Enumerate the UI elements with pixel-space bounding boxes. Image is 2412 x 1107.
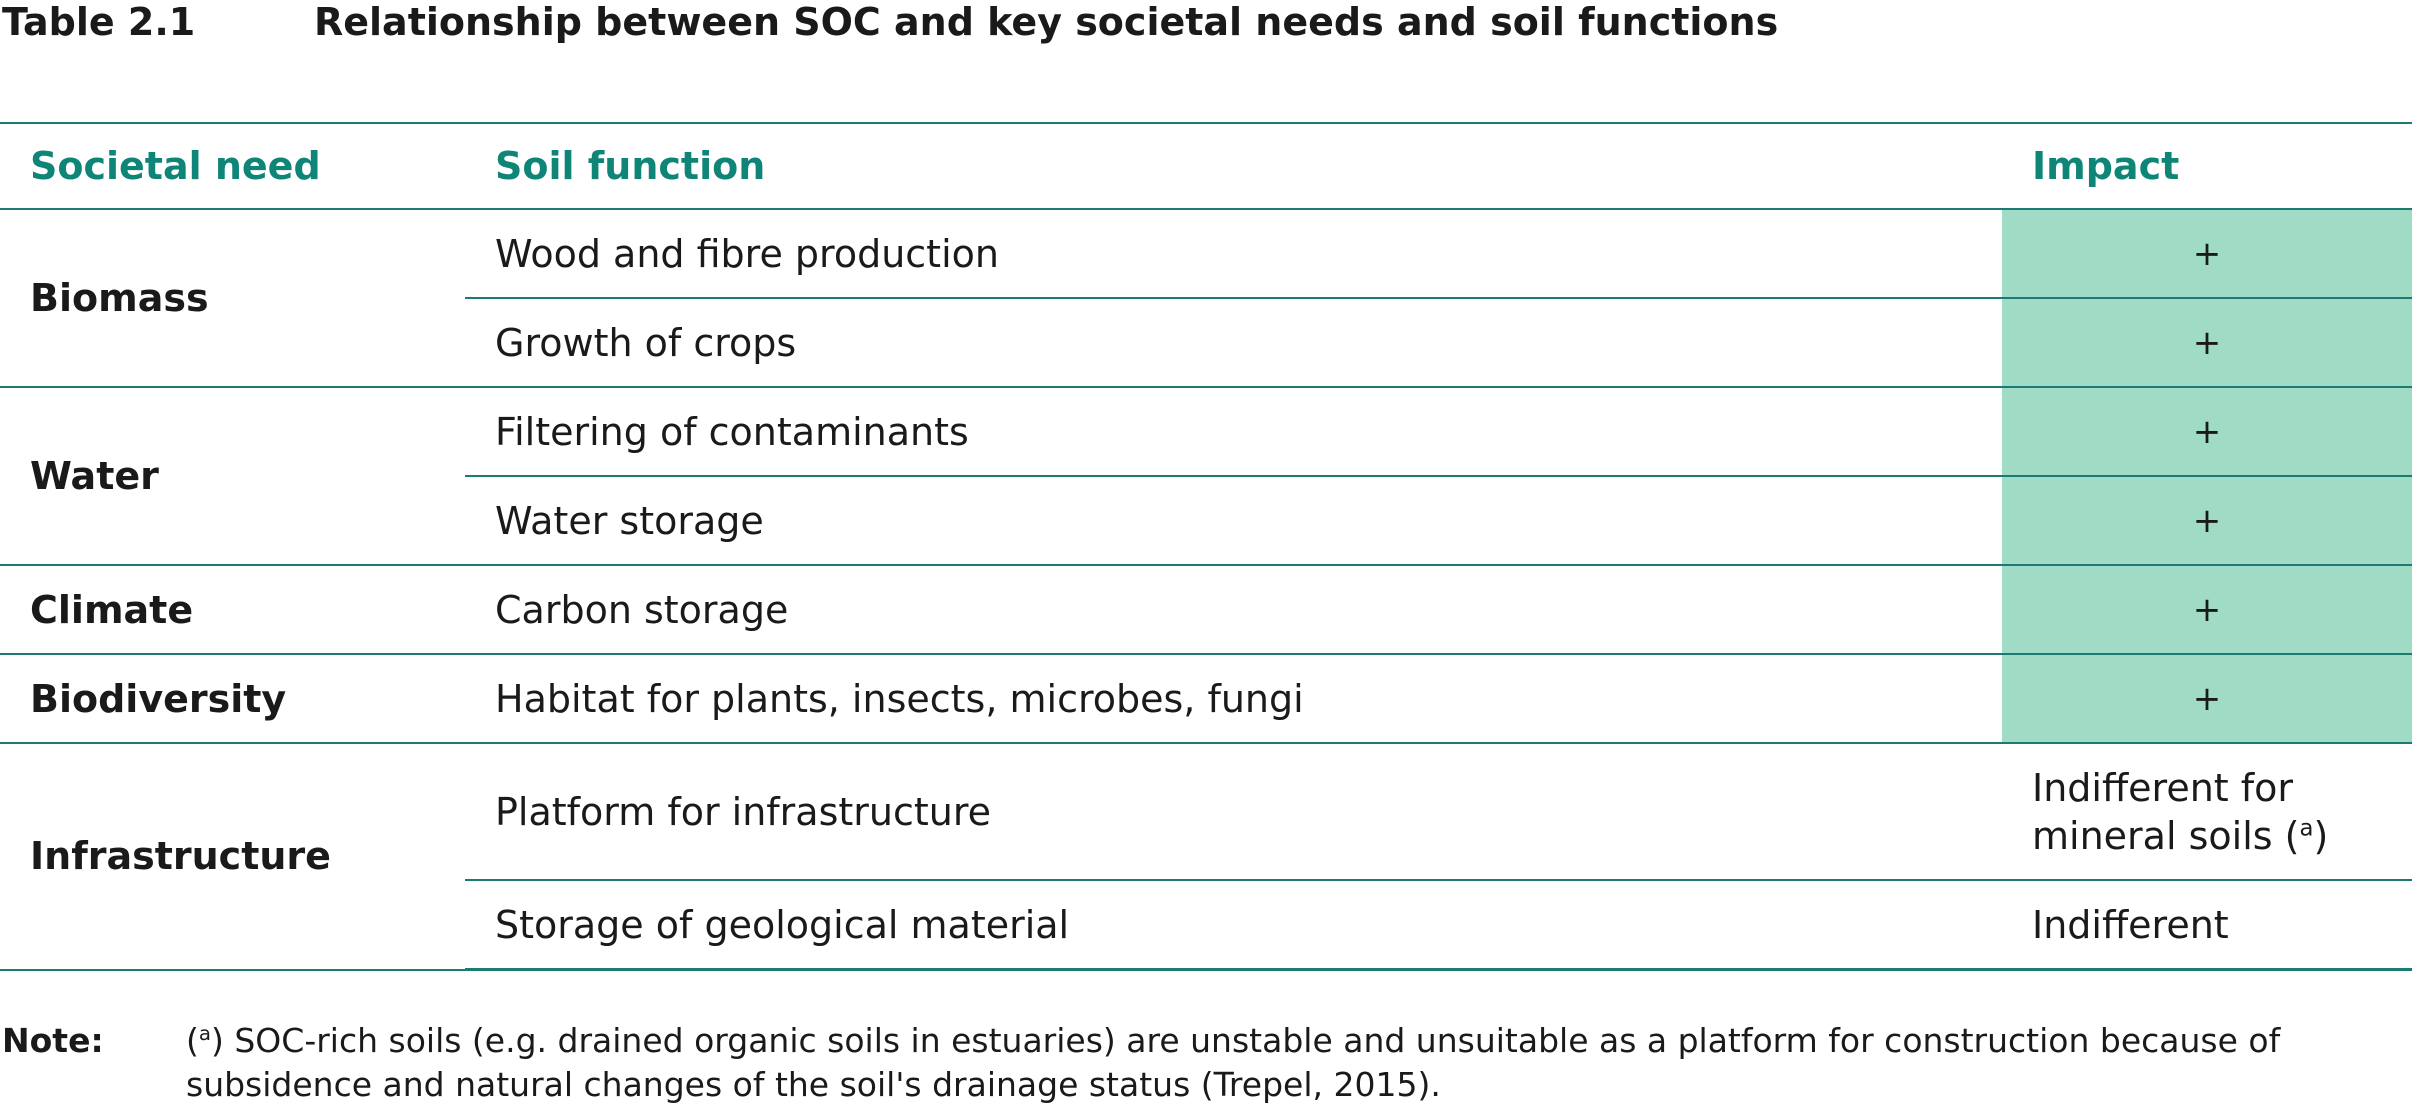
cell-impact: + — [2002, 565, 2412, 655]
header-societal-need: Societal need — [30, 144, 321, 188]
impact-line-1: Indifferent for — [2032, 765, 2294, 810]
note-text: (a) SOC-rich soils (e.g. drained organic… — [186, 1019, 2406, 1107]
cell-impact: + — [2002, 387, 2412, 477]
cell-need-infrastructure: Infrastructure — [0, 743, 465, 971]
note-label: Note: — [2, 1021, 104, 1060]
table-row: Growth of crops + — [0, 298, 2412, 388]
cell-need-climate: Climate — [0, 565, 465, 655]
note-open-paren: ( — [186, 1021, 199, 1060]
cell-function: Storage of geological material — [465, 880, 2002, 971]
cell-need-biomass: Biomass — [0, 209, 465, 388]
table-row: Biomass Wood and fibre production + — [0, 209, 2412, 388]
soc-table: Societal need Soil function Impact Bioma… — [0, 122, 2412, 971]
table-caption: Relationship between SOC and key societa… — [314, 0, 1779, 44]
cell-function: Platform for infrastructure — [465, 743, 2002, 881]
impact-line-2: mineral soils ( — [2032, 813, 2300, 858]
cell-impact: + — [2002, 298, 2412, 388]
cell-need-water: Water — [0, 387, 465, 566]
cell-function: Carbon storage — [465, 565, 2002, 655]
table-number: Table 2.1 — [2, 0, 196, 44]
cell-need-biodiversity: Biodiversity — [0, 654, 465, 744]
cell-impact: + — [2002, 476, 2412, 566]
table-row: Water Filtering of contaminants + — [0, 387, 2412, 566]
header-impact: Impact — [2032, 144, 2180, 188]
cell-function: Filtering of contaminants — [465, 387, 2002, 477]
cell-function: Water storage — [465, 476, 2002, 566]
header-soil-function: Soil function — [495, 144, 766, 188]
table-row: Storage of geological material Indiffere… — [0, 880, 2412, 971]
footnote-marker: a — [2299, 814, 2314, 841]
table-row: Climate Carbon storage + — [0, 565, 2412, 655]
table-row: Water storage + — [0, 476, 2412, 566]
impact-close-paren: ) — [2313, 813, 2329, 858]
cell-impact: Indifferent for mineral soils (a) — [2002, 743, 2412, 881]
table-row: Biodiversity Habitat for plants, insects… — [0, 654, 2412, 744]
note-footnote-marker: a — [198, 1022, 211, 1045]
cell-function: Wood and fibre production — [465, 209, 2002, 299]
cell-impact: + — [2002, 654, 2412, 744]
note-body: ) SOC-rich soils (e.g. drained organic s… — [186, 1021, 2281, 1104]
table-header-row: Societal need Soil function Impact — [0, 123, 2412, 209]
table-row: Infrastructure Platform for infrastructu… — [0, 743, 2412, 971]
cell-impact: + — [2002, 209, 2412, 299]
cell-function: Habitat for plants, insects, microbes, f… — [465, 654, 2002, 744]
cell-impact: Indifferent — [2002, 880, 2412, 971]
cell-function: Growth of crops — [465, 298, 2002, 388]
